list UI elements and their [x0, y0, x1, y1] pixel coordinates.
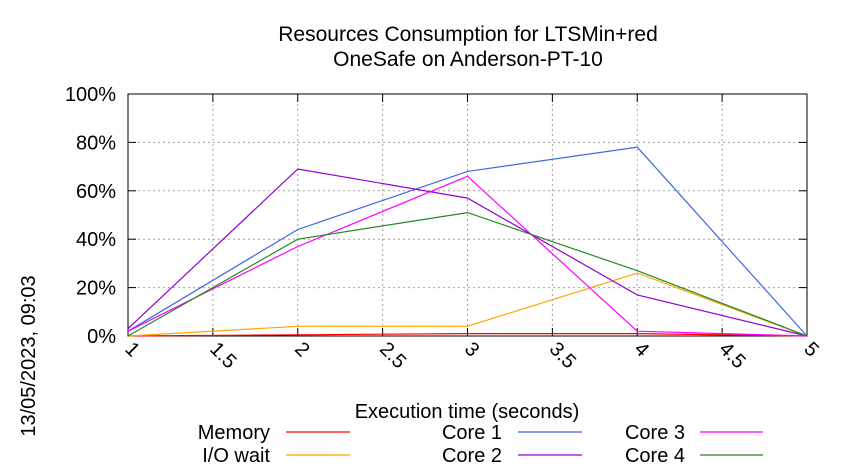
- legend-label-memory: Memory: [198, 422, 270, 444]
- series-line-i-o-wait: [127, 272, 808, 337]
- x-tick-label: 4: [630, 338, 653, 361]
- x-tick-label: 3: [460, 338, 483, 361]
- y-tick-label: 80%: [76, 132, 116, 154]
- x-tick-label: 4.5: [715, 338, 750, 373]
- y-tick-label: 60%: [76, 181, 116, 203]
- y-tick-label: 20%: [76, 278, 116, 300]
- series-line-memory: [127, 333, 808, 337]
- x-axis-label: Execution time (seconds): [355, 401, 580, 423]
- series-line-core-1: [127, 146, 808, 337]
- series-line-core-2: [127, 168, 808, 337]
- x-tick-label: 2.5: [375, 338, 410, 373]
- x-tick-label: 5: [799, 338, 822, 361]
- legend-label-core-4: Core 4: [625, 445, 685, 467]
- y-tick-label: 0%: [87, 326, 116, 348]
- timestamp-label: 13/05/2023, 09:03: [18, 275, 40, 436]
- x-tick-label: 2: [290, 338, 313, 361]
- grid: [128, 94, 807, 336]
- x-tick-label: 3.5: [545, 338, 580, 373]
- chart-title-line2: OneSafe on Anderson-PT-10: [333, 48, 603, 71]
- y-tick-label: 100%: [65, 84, 116, 106]
- series-line-core-3: [127, 175, 808, 337]
- y-tick-label: 40%: [76, 229, 116, 251]
- legend-label-i-o-wait: I/O wait: [202, 445, 270, 467]
- chart-title-line1: Resources Consumption for LTSMin+red: [278, 23, 658, 46]
- series-line-core-4: [127, 211, 808, 337]
- legend-label-core-3: Core 3: [625, 422, 685, 444]
- legend-label-core-2: Core 2: [442, 445, 502, 467]
- axes: 0% 20% 40% 60% 80% 100% 1 1.5 2 2.5 3 3.5 4 4.5 5: [65, 84, 823, 373]
- x-tick-label: 1.5: [205, 338, 240, 373]
- series: [127, 146, 808, 337]
- x-tick-label: 1: [120, 338, 143, 361]
- legend-label-core-1: Core 1: [442, 422, 502, 444]
